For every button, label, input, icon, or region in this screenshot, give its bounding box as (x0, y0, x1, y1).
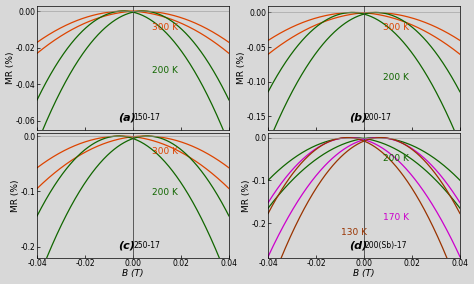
Text: 200 K: 200 K (383, 154, 409, 163)
Text: (a): (a) (118, 112, 136, 122)
Text: 300 K: 300 K (152, 24, 178, 32)
Text: (c): (c) (118, 240, 135, 250)
Text: 150-17: 150-17 (133, 114, 160, 122)
Text: 300 K: 300 K (152, 147, 178, 156)
Text: (b): (b) (349, 112, 367, 122)
Text: (d): (d) (349, 240, 367, 250)
X-axis label: B (T): B (T) (353, 270, 375, 278)
X-axis label: B (T): B (T) (122, 270, 144, 278)
Text: 250-17: 250-17 (133, 241, 160, 250)
Text: 170 K: 170 K (383, 213, 409, 222)
Text: 200(Sb)-17: 200(Sb)-17 (364, 241, 407, 250)
Y-axis label: MR (%): MR (%) (6, 51, 15, 84)
Text: 200 K: 200 K (152, 66, 178, 75)
Text: 200 K: 200 K (383, 73, 409, 82)
Y-axis label: MR (%): MR (%) (242, 179, 251, 212)
Text: 130 K: 130 K (341, 228, 367, 237)
Text: 200 K: 200 K (152, 189, 178, 197)
Text: 200-17: 200-17 (364, 114, 391, 122)
Y-axis label: MR (%): MR (%) (237, 51, 246, 84)
Y-axis label: MR (%): MR (%) (10, 179, 19, 212)
Text: 300 K: 300 K (383, 24, 409, 32)
